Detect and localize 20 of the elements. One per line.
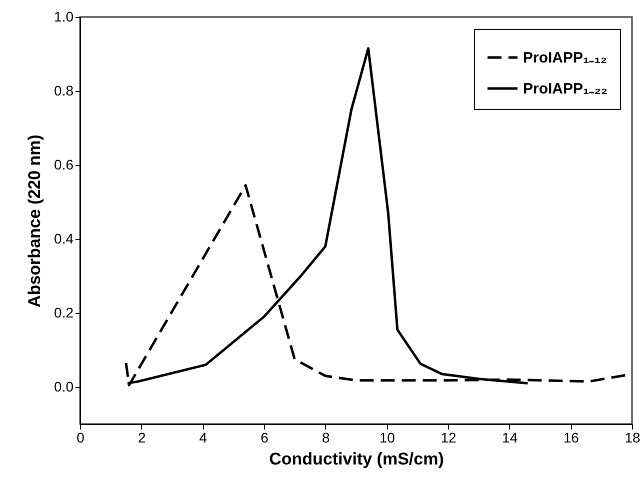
y-tick-label: 0.0 <box>54 378 74 394</box>
x-axis-title: Conductivity (mS/cm) <box>269 450 444 468</box>
x-tick-label: 10 <box>379 430 396 446</box>
y-tick-label: 1.0 <box>54 8 74 24</box>
x-tick-label: 2 <box>138 430 146 446</box>
legend-label: ProIAPP₁₋₁₂ <box>523 50 608 66</box>
x-tick-label: 16 <box>563 430 580 446</box>
x-tick-label: 6 <box>260 430 269 446</box>
x-tick-label: 12 <box>440 430 456 446</box>
y-tick-label: 0.8 <box>54 82 74 98</box>
x-tick-label: 0 <box>76 430 85 446</box>
x-tick-label: 18 <box>624 430 640 446</box>
y-tick-label: 0.2 <box>54 304 74 320</box>
y-axis-title: Absorbance (220 nm) <box>25 134 44 308</box>
x-tick-label: 4 <box>199 430 208 446</box>
x-tick-label: 14 <box>502 430 518 446</box>
legend-label: ProIAPP₁₋₂₂ <box>523 80 608 98</box>
y-tick-label: 0.4 <box>54 230 74 246</box>
x-tick-label: 8 <box>322 430 330 446</box>
y-tick-label: 0.6 <box>54 156 74 172</box>
